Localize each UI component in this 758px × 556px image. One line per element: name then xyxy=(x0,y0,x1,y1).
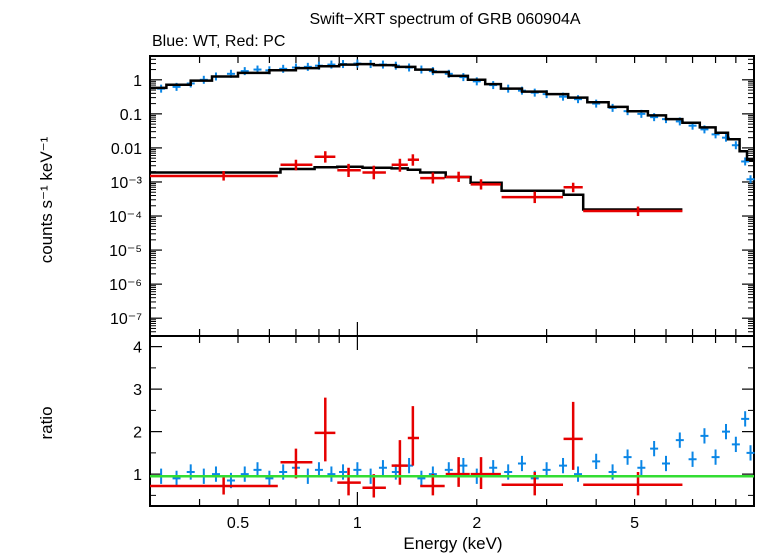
chart-title: Swift−XRT spectrum of GRB 060904A xyxy=(309,11,580,28)
y-tick-label: 4 xyxy=(133,340,142,357)
y-tick-label: 10⁻³ xyxy=(110,175,142,192)
y-tick-label: 10⁻⁵ xyxy=(109,243,142,260)
chart-subtitle: Blue: WT, Red: PC xyxy=(152,33,285,50)
spectrum-plot-frame xyxy=(149,55,755,337)
x-axis-label: Energy (keV) xyxy=(403,534,502,553)
y-tick-label: 3 xyxy=(133,382,142,399)
x-tick-label: 2 xyxy=(472,515,481,532)
y-tick-label: 0.1 xyxy=(120,107,142,124)
x-tick-label: 1 xyxy=(353,515,362,532)
y-tick-label: 10⁻⁴ xyxy=(109,209,142,226)
y-tick-label: 1 xyxy=(133,467,142,484)
ratio-panel: 0.5 1 2 5 1 2 3 4 xyxy=(133,335,755,532)
pc-model-line xyxy=(150,165,683,211)
spectrum-panel: 1 0.1 0.01 10⁻³ 10⁻⁴ 10⁻⁵ 10⁻⁶ 10⁻⁷ xyxy=(109,55,755,337)
x-tick-label: 5 xyxy=(630,515,639,532)
top-y-axis-label: counts s⁻¹ keV⁻¹ xyxy=(37,136,56,263)
y-tick-label: 10⁻⁷ xyxy=(110,311,142,328)
x-tick-label: 0.5 xyxy=(227,515,249,532)
bottom-y-axis-label: ratio xyxy=(37,406,56,439)
y-tick-label: 2 xyxy=(133,425,142,442)
y-tick-label: 10⁻⁶ xyxy=(109,277,142,294)
y-tick-label: 0.01 xyxy=(111,141,142,158)
ratio-plot-frame xyxy=(149,335,755,507)
y-tick-label: 1 xyxy=(133,73,142,90)
wt-model-line xyxy=(150,62,754,161)
